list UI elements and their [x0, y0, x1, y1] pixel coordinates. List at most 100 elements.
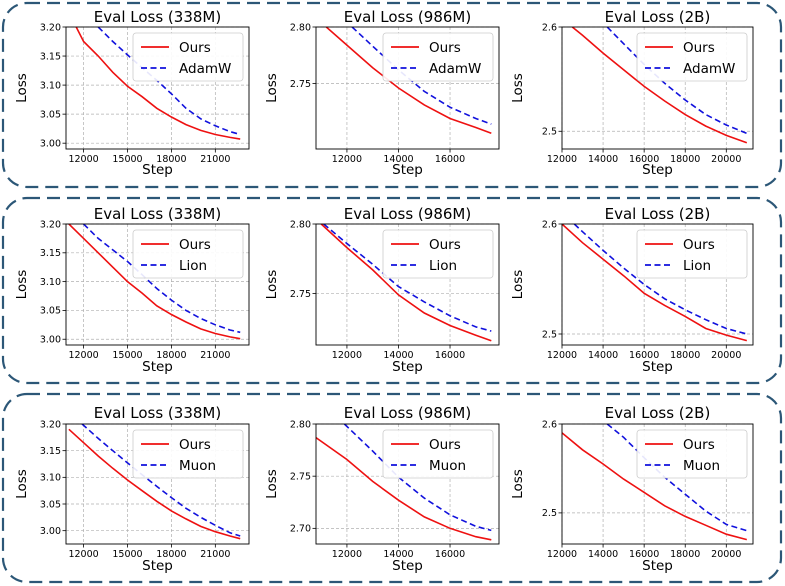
- x-axis-label: Step: [392, 359, 423, 375]
- series-line-ours: [325, 27, 492, 134]
- x-tick-label: 20000: [711, 154, 741, 165]
- y-axis-label: Loss: [14, 73, 30, 103]
- series-line-ours: [68, 224, 241, 340]
- legend-box: [382, 229, 494, 279]
- group-frame-2: [1, 196, 783, 385]
- legend-box: [636, 32, 748, 82]
- x-axis-label: Step: [642, 162, 673, 178]
- series-line-ours: [316, 436, 492, 541]
- legend-label-lion: Lion: [429, 258, 457, 274]
- series-line-adamw: [97, 27, 241, 136]
- legend-box: [132, 32, 244, 82]
- chart-title: Eval Loss (338M): [94, 404, 221, 422]
- x-axis-label: Step: [642, 359, 673, 375]
- x-tick-label: 15000: [112, 154, 142, 165]
- y-tick-label: 2.70: [290, 524, 311, 535]
- legend: Ours AdamW: [382, 32, 494, 82]
- chart-panel: 12000 14000 16000 18000 20000 2.5 2.6 Eval Loss…: [510, 404, 754, 574]
- y-tick-label: 2.80: [290, 419, 311, 430]
- x-tick-label: 16000: [629, 350, 659, 361]
- y-tick-label: 3.00: [40, 526, 61, 537]
- y-axis-label: Loss: [264, 469, 280, 499]
- legend-label-adamw: AdamW: [179, 61, 231, 77]
- series-line-muon: [606, 424, 748, 532]
- x-axis-label: Step: [142, 162, 173, 178]
- y-tick-label: 3.05: [40, 499, 61, 510]
- y-axis-label: Loss: [510, 270, 526, 300]
- x-tick-label: 18000: [670, 350, 700, 361]
- x-tick-label: 14000: [588, 154, 618, 165]
- y-axis-label: Loss: [264, 270, 280, 300]
- x-tick-label: 14000: [383, 350, 413, 361]
- x-axis-label: Step: [392, 162, 423, 178]
- axes-frame: [561, 26, 754, 150]
- chart-panel: 12000 14000 16000 2.75 2.80 Eval Loss (986M) S…: [264, 8, 500, 178]
- x-axis-label: Step: [392, 558, 423, 574]
- legend-box: [636, 229, 748, 279]
- legend-label-ours: Ours: [179, 40, 211, 56]
- x-tick-label: 15000: [112, 549, 142, 560]
- x-tick-label: 21000: [200, 154, 230, 165]
- x-tick-label: 18000: [156, 350, 186, 361]
- series-line-ours: [571, 27, 748, 144]
- legend: Ours Lion: [132, 229, 244, 279]
- chart-title: Eval Loss (2B): [605, 8, 711, 26]
- y-tick-label: 3.20: [40, 22, 61, 33]
- x-tick-label: 12000: [547, 350, 577, 361]
- y-tick-label: 3.05: [40, 306, 61, 317]
- axes-frame: [65, 223, 250, 346]
- series-line-ours: [75, 27, 241, 140]
- y-tick-label: 2.6: [542, 419, 557, 430]
- series-line-adamw: [351, 27, 492, 125]
- x-tick-label: 12000: [332, 549, 362, 560]
- legend-label-ours: Ours: [683, 237, 715, 253]
- y-tick-label: 2.5: [542, 127, 557, 138]
- axes-frame: [65, 26, 250, 150]
- chart-panel: 12000 15000 18000 21000 3.00 3.05 3.10 3.15 3.20…: [14, 8, 250, 178]
- x-tick-label: 18000: [670, 549, 700, 560]
- axes-frame: [561, 423, 754, 545]
- y-tick-label: 2.5: [542, 508, 557, 519]
- x-tick-label: 16000: [629, 154, 659, 165]
- chart-title: Eval Loss (986M): [344, 404, 471, 422]
- y-axis-label: Loss: [14, 270, 30, 300]
- legend-label-ours: Ours: [179, 237, 211, 253]
- y-tick-label: 3.15: [40, 51, 61, 62]
- chart-panels: 12000 15000 18000 21000 3.00 3.05 3.10 3.15 3.20…: [14, 8, 754, 574]
- group-frame-1: [1, 1, 783, 189]
- legend-label-adamw: AdamW: [429, 61, 481, 77]
- legend: Ours AdamW: [636, 32, 748, 82]
- x-tick-label: 18000: [156, 154, 186, 165]
- y-tick-label: 3.20: [40, 219, 61, 230]
- legend: Ours AdamW: [132, 32, 244, 82]
- x-axis-label: Step: [642, 558, 673, 574]
- x-tick-label: 14000: [383, 154, 413, 165]
- y-tick-label: 2.80: [290, 22, 311, 33]
- x-tick-label: 12000: [332, 154, 362, 165]
- y-tick-label: 2.75: [290, 79, 311, 90]
- legend: Ours Lion: [636, 229, 748, 279]
- series-line-ours: [68, 428, 241, 540]
- y-tick-label: 3.00: [40, 335, 61, 346]
- x-tick-label: 14000: [383, 549, 413, 560]
- x-tick-label: 16000: [435, 549, 465, 560]
- legend-box: [382, 429, 494, 479]
- series-line-muon: [343, 424, 492, 532]
- x-tick-label: 20000: [711, 350, 741, 361]
- series-line-lion: [573, 224, 748, 335]
- x-tick-label: 12000: [547, 549, 577, 560]
- x-tick-label: 15000: [112, 350, 142, 361]
- x-tick-label: 14000: [588, 549, 618, 560]
- legend-label-ours: Ours: [429, 237, 461, 253]
- y-tick-label: 3.10: [40, 473, 61, 484]
- y-axis-label: Loss: [14, 469, 30, 499]
- legend-label-ours: Ours: [683, 437, 715, 453]
- legend-label-ours: Ours: [683, 40, 715, 56]
- y-tick-label: 2.75: [290, 471, 311, 482]
- y-tick-label: 2.75: [290, 289, 311, 300]
- chart-title: Eval Loss (338M): [94, 205, 221, 223]
- y-tick-label: 2.6: [542, 22, 557, 33]
- chart-panel: 12000 14000 16000 2.70 2.75 2.80 Eval Loss (98…: [264, 404, 500, 574]
- chart-title: Eval Loss (2B): [605, 404, 711, 422]
